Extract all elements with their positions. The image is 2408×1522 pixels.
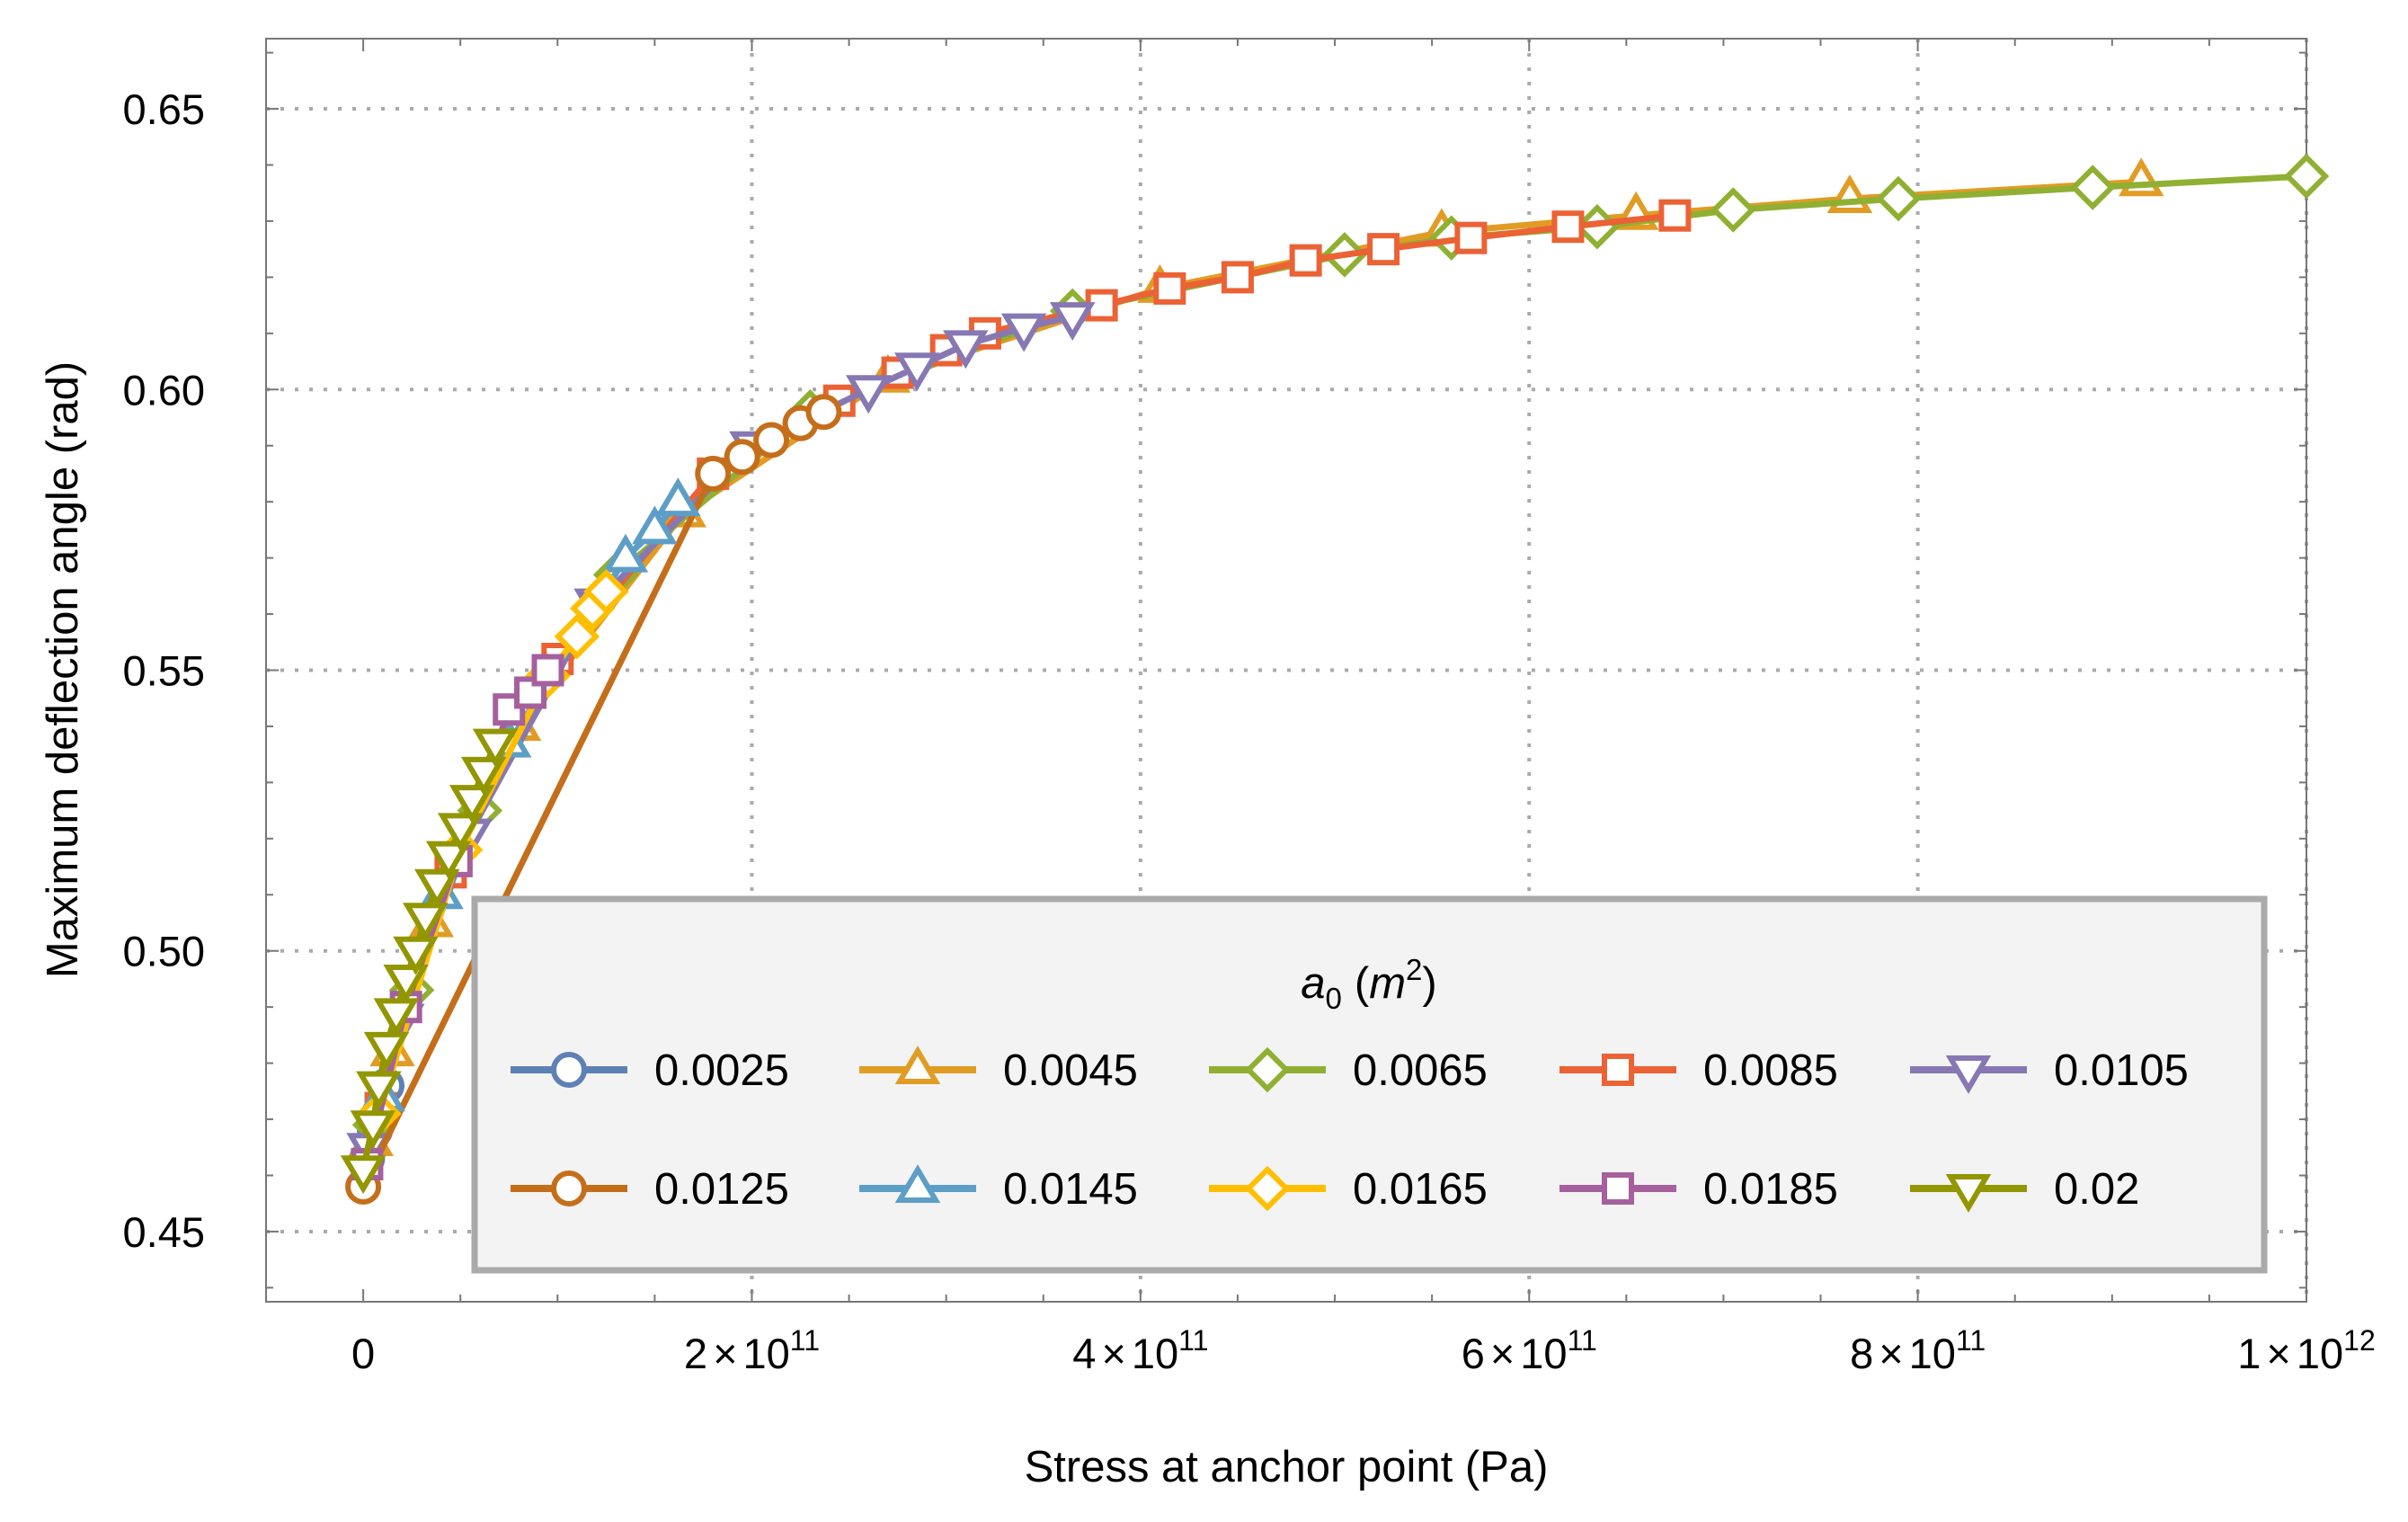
data-point — [1000, 313, 1047, 352]
x-axis-title: Stress at anchor point (Pa) — [1025, 1443, 1549, 1491]
x-tick-label: 1 × 1012 — [2237, 1324, 2375, 1377]
data-point — [1153, 271, 1186, 305]
legend-label: 0.0085 — [1703, 1046, 1838, 1095]
legend-item-0-02: 0.02 — [1910, 1165, 2139, 1214]
data-point — [753, 422, 790, 458]
data-point — [514, 676, 547, 709]
data-point — [845, 375, 892, 414]
data-point — [1710, 187, 1756, 233]
y-tick-label: 0.50 — [123, 928, 205, 975]
data-point — [805, 394, 842, 431]
legend-marker — [1244, 1165, 1291, 1212]
legend-label: 0.02 — [2054, 1165, 2139, 1214]
legend-label: 0.0105 — [2054, 1046, 2189, 1095]
data-point — [340, 1155, 387, 1195]
x-tick-label: 8 × 1011 — [1850, 1324, 1986, 1377]
data-point — [893, 352, 940, 392]
x-tick-label: 6 × 1011 — [1462, 1324, 1597, 1377]
data-point — [1658, 199, 1692, 232]
data-point — [1454, 221, 1488, 254]
x-tick-labels: 0 2 × 1011 4 × 1011 6 × 1011 8 × 1011 1 × 1012 — [351, 1324, 2376, 1377]
data-point — [583, 568, 629, 615]
x-tick-label: 2 × 1011 — [684, 1324, 820, 1377]
data-point — [383, 964, 429, 1003]
y-tick-label: 0.60 — [123, 366, 205, 414]
legend-marker — [894, 1164, 941, 1203]
data-point — [1551, 210, 1585, 244]
data-point — [554, 613, 600, 660]
legend-marker — [1602, 1172, 1634, 1205]
data-point — [356, 1071, 402, 1110]
data-point — [437, 813, 484, 852]
y-tick-label: 0.65 — [123, 85, 205, 133]
legend-label: 0.0025 — [654, 1046, 789, 1095]
legend: a0 (m2) 0.0025 0.0045 0.0065 0.0085 0.01050.0… — [471, 895, 2268, 1274]
minor-ticks — [266, 39, 2307, 1302]
y-tick-labels: 0.45 0.50 0.55 0.60 0.65 — [123, 85, 205, 1256]
data-point — [943, 330, 989, 369]
legend-title: a0 (m2) — [1301, 953, 1436, 1015]
data-point — [1875, 175, 1922, 222]
data-point — [425, 841, 472, 880]
legend-label: 0.0185 — [1703, 1165, 1838, 1214]
data-point — [1221, 261, 1254, 294]
data-point — [449, 785, 495, 824]
legend-items: 0.0025 0.0045 0.0065 0.0085 0.0105 0.0125 0.01… — [511, 1046, 2189, 1214]
series-layer — [340, 153, 2330, 1205]
legend-label: 0.0065 — [1353, 1046, 1488, 1095]
data-point — [460, 756, 507, 796]
legend-item-0-0065: 0.0065 — [1209, 1046, 1488, 1095]
data-point — [531, 654, 564, 687]
legend-item-0-0185: 0.0185 — [1559, 1165, 1838, 1214]
legend-item-0-0025: 0.0025 — [511, 1046, 789, 1095]
legend-label: 0.0045 — [1003, 1046, 1138, 1095]
legend-item-0-0145: 0.0145 — [859, 1164, 1138, 1214]
data-point — [632, 505, 678, 545]
legend-marker — [894, 1046, 941, 1084]
legend-item-0-0125: 0.0125 — [511, 1165, 789, 1214]
legend-marker — [1244, 1046, 1291, 1093]
data-point — [1367, 233, 1400, 266]
legend-label: 0.0125 — [654, 1165, 789, 1214]
data-point — [655, 477, 701, 517]
legend-item-0-0085: 0.0085 — [1559, 1046, 1838, 1095]
data-point — [363, 1031, 410, 1071]
series-0-02 — [340, 728, 519, 1195]
data-point — [2069, 165, 2116, 210]
legend-item-0-0045: 0.0045 — [859, 1046, 1138, 1095]
data-point — [2283, 153, 2330, 200]
legend-marker — [551, 1170, 587, 1206]
data-point — [403, 903, 449, 942]
y-axis-title: Maximum deflection angle (rad) — [39, 361, 87, 978]
legend-marker — [1602, 1054, 1634, 1086]
data-point — [350, 1110, 396, 1150]
y-tick-label: 0.45 — [123, 1208, 205, 1256]
y-tick-label: 0.55 — [123, 647, 205, 695]
x-tick-label: 4 × 1011 — [1072, 1324, 1208, 1377]
legend-marker — [1945, 1174, 1992, 1213]
data-point — [602, 533, 649, 573]
data-point — [373, 998, 420, 1037]
legend-marker — [1945, 1055, 1992, 1094]
legend-item-0-0105: 0.0105 — [1910, 1046, 2189, 1095]
data-point — [414, 868, 460, 908]
data-point — [724, 439, 760, 476]
legend-label: 0.0145 — [1003, 1165, 1138, 1214]
x-tick-label: 0 — [351, 1330, 375, 1377]
data-point — [1289, 244, 1322, 277]
data-point — [472, 728, 519, 768]
legend-marker — [551, 1052, 587, 1088]
legend-label: 0.0165 — [1353, 1165, 1488, 1214]
legend-item-0-0165: 0.0165 — [1209, 1165, 1488, 1214]
data-point — [695, 455, 732, 492]
data-point — [1049, 302, 1096, 342]
data-point — [393, 936, 439, 975]
